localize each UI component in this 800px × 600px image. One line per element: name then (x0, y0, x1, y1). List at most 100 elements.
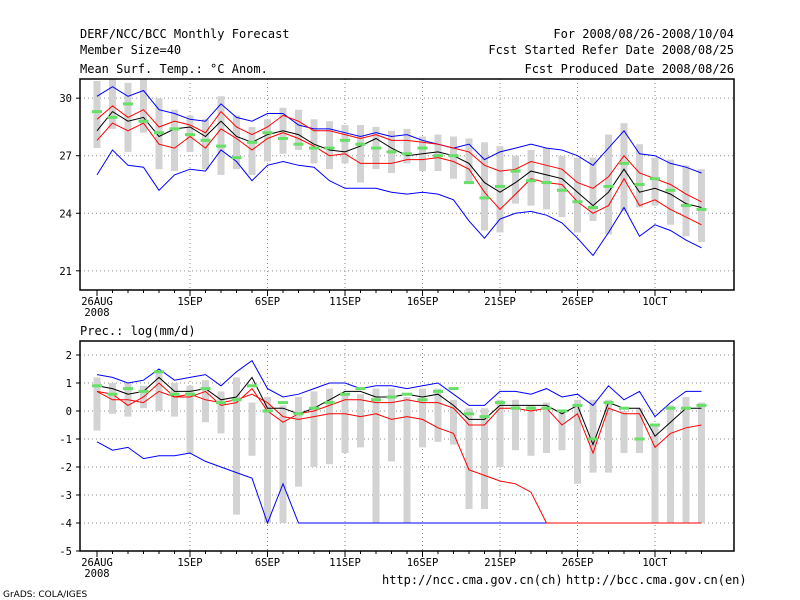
temp-marker-8 (216, 144, 226, 148)
prec-p10-line (96, 382, 702, 455)
prec-box-24 (465, 408, 473, 509)
prec-box-10 (248, 402, 256, 456)
temp-marker-32 (588, 206, 598, 210)
temp-marker-20 (402, 152, 412, 156)
temp-box-3 (140, 79, 147, 133)
temp-marker-9 (231, 156, 242, 160)
prec-marker-32 (588, 437, 598, 441)
prec-box-20 (403, 397, 411, 523)
prec-box-38 (682, 397, 690, 523)
temp-xtick-label-2: 6SEP (255, 296, 280, 308)
prec-marker-35 (634, 437, 645, 441)
temp-marker-13 (293, 142, 304, 146)
prec-box-22 (434, 388, 442, 442)
prec-box-16 (341, 394, 349, 453)
variable-label: Mean Surf. Temp.: °C Anom. (80, 62, 268, 76)
temp-xtick-label-3: 11SEP (329, 296, 361, 308)
temp-marker-36 (650, 177, 660, 181)
prec-ytick-label-6: 1 (66, 378, 72, 390)
prec-box-11 (264, 397, 271, 523)
prec-ytick-label-0: -5 (59, 546, 72, 558)
prec-xtick-label-3: 11SEP (329, 557, 361, 569)
temp-box-11 (264, 119, 271, 162)
prec-marker-20 (402, 392, 412, 396)
prec-xtick-label-6: 26SEP (562, 557, 594, 569)
temp-box-14 (310, 119, 318, 164)
temp-marker-37 (665, 188, 676, 192)
prec-xtick-label-5: 21SEP (484, 557, 516, 569)
temp-max-line (96, 86, 702, 174)
prec-marker-10 (247, 384, 257, 388)
temp-box-20 (403, 128, 411, 164)
prec-marker-3 (138, 389, 149, 393)
temp-marker-31 (572, 200, 583, 204)
prec-marker-6 (185, 392, 195, 396)
temp-x-year-label: 2008 (84, 307, 109, 319)
prec-marker-21 (417, 398, 428, 402)
temp-box-25 (481, 142, 488, 231)
prec-box-35 (636, 408, 643, 453)
prec-ytick-label-5: 0 (66, 406, 72, 418)
prec-marker-18 (371, 398, 381, 402)
temp-xtick-label-7: 1OCT (642, 296, 668, 308)
prec-marker-36 (650, 423, 660, 427)
prec-xtick-label-2: 6SEP (255, 557, 280, 569)
temp-xtick-label-1: 1SEP (177, 296, 202, 308)
temp-marker-34 (619, 161, 629, 165)
grads-credit: GrADS: COLA/IGES (3, 590, 87, 600)
temp-marker-5 (169, 127, 180, 131)
prec-box-12 (279, 405, 287, 523)
prec-xtick-label-1: 1SEP (177, 557, 202, 569)
temp-marker-23 (448, 154, 459, 158)
temp-min-line (96, 149, 702, 257)
temp-marker-27 (510, 169, 521, 173)
prec-marker-5 (169, 392, 180, 396)
bcc-url: http://bcc.cma.gov.cn(en) (566, 573, 747, 587)
prec-marker-7 (200, 387, 211, 391)
prec-box-30 (558, 411, 566, 451)
prec-marker-12 (278, 401, 288, 405)
temp-marker-14 (309, 146, 319, 150)
temp-marker-16 (340, 138, 350, 142)
prec-box-21 (419, 388, 426, 448)
temp-marker-35 (634, 183, 645, 186)
temp-marker-21 (417, 146, 428, 150)
prec-box-8 (217, 391, 225, 434)
temp-box-32 (589, 157, 597, 221)
precipitation-panel: -5 -4 -3 -2 -1 0 1 2 26AUG 1SEP 6SEP 11SEP 16SEP 21SE… (59, 340, 735, 580)
temp-ytick-label-1: 24 (59, 208, 72, 220)
prec-marker-9 (231, 398, 242, 402)
temp-marker-7 (200, 138, 211, 142)
prec-marker-25 (479, 415, 490, 419)
prec-box-25 (481, 408, 488, 509)
produced-date: Fcst Produced Date 2008/08/26 (524, 62, 734, 76)
member-size: Member Size=40 (80, 43, 181, 57)
prec-marker-15 (324, 401, 335, 405)
temp-marker-22 (433, 154, 443, 158)
temp-box-26 (496, 146, 504, 233)
prec-box-37 (667, 405, 674, 523)
temp-marker-38 (681, 204, 691, 208)
temp-xtick-label-6: 26SEP (562, 296, 594, 308)
prec-box-32 (589, 399, 597, 473)
prec-marker-38 (681, 406, 691, 410)
prec-box-27 (512, 399, 519, 451)
prec-box-19 (388, 388, 395, 462)
prec-box-7 (202, 380, 209, 423)
temp-marker-19 (386, 150, 397, 154)
prec-marker-16 (340, 392, 350, 396)
temp-marker-2 (123, 102, 133, 106)
prec-p_low-line (96, 390, 702, 524)
temp-box-38 (682, 165, 690, 237)
prec-box-18 (372, 388, 380, 523)
temp-marker-28 (526, 179, 536, 183)
temp-box-37 (667, 159, 674, 225)
prec-box-1 (109, 383, 116, 414)
prec-marker-19 (386, 395, 397, 399)
temp-box-39 (698, 169, 705, 243)
temp-marker-1 (107, 115, 118, 119)
prec-marker-22 (433, 389, 443, 393)
temp-marker-18 (371, 146, 381, 150)
temp-marker-3 (138, 119, 149, 123)
temp-marker-30 (557, 188, 567, 192)
